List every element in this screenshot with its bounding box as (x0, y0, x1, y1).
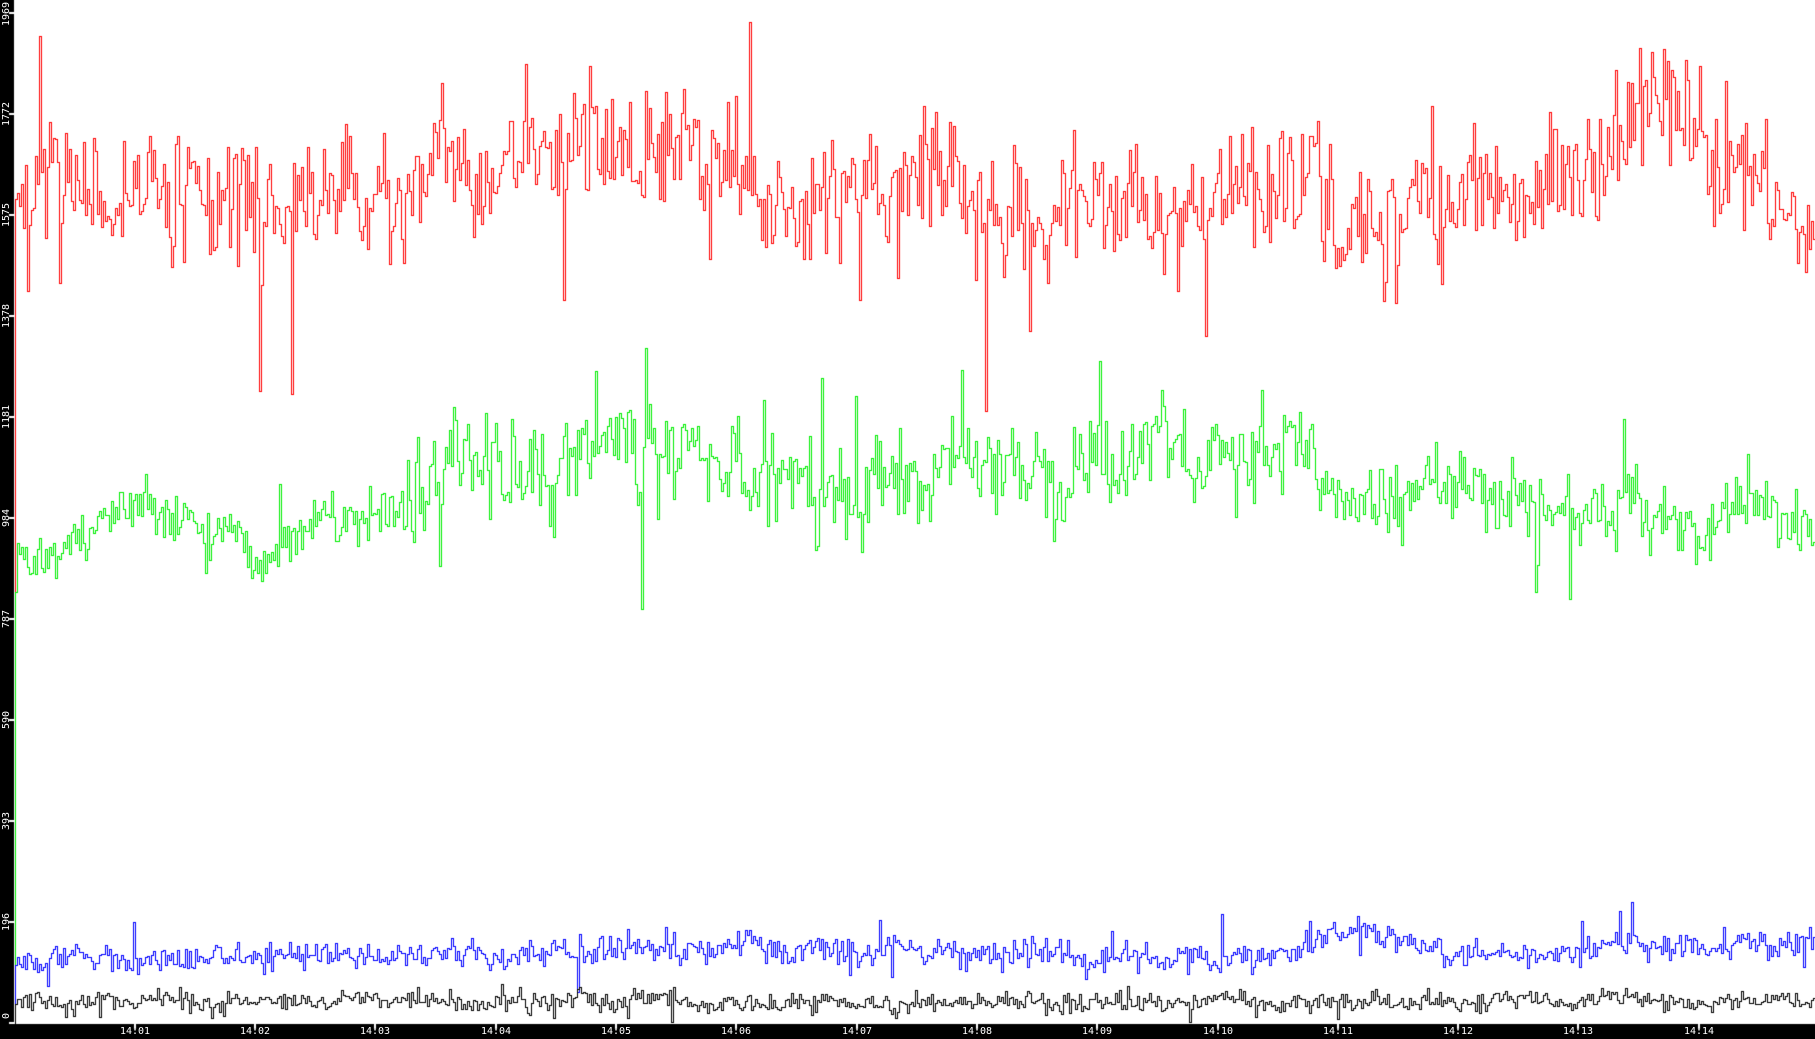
y-axis-tick-label: 393 (1, 811, 12, 831)
x-axis-tick-label: 14:03 (359, 1026, 391, 1037)
y-axis-tick-label: 196 (1, 912, 12, 932)
x-axis-tick-label: 14:12 (1442, 1026, 1474, 1037)
x-axis-tick-label: 14:02 (239, 1026, 271, 1037)
x-axis-tick-label: 14:01 (119, 1026, 151, 1037)
x-axis-tick-label: 14:09 (1081, 1026, 1113, 1037)
x-axis-tick-label: 14:10 (1202, 1026, 1234, 1037)
x-axis-tick-label: 14:07 (841, 1026, 873, 1037)
y-axis-tick-label: 787 (1, 609, 12, 629)
x-axis-tick-label: 14:04 (480, 1026, 512, 1037)
y-axis-tick-label: 1378 (1, 303, 12, 329)
x-axis-tick-label: 14:05 (600, 1026, 632, 1037)
y-axis-tick-label: 0 (1, 1012, 12, 1020)
y-axis-tick-label: 1181 (1, 404, 12, 430)
y-axis-tick-label: 590 (1, 710, 12, 730)
y-axis-tick-label: 1575 (1, 202, 12, 228)
y-axis-tick-label: 1772 (1, 101, 12, 127)
x-axis-tick-label: 14:14 (1683, 1026, 1715, 1037)
x-axis-tick-label: 14:06 (720, 1026, 752, 1037)
x-axis-tick-label: 14:13 (1562, 1026, 1594, 1037)
x-axis-tick-label: 14:08 (961, 1026, 993, 1037)
y-axis-tick-label: 984 (1, 508, 12, 528)
x-axis-tick-label: 14:11 (1322, 1026, 1354, 1037)
y-axis-tick-label: 1969 (1, 1, 12, 27)
